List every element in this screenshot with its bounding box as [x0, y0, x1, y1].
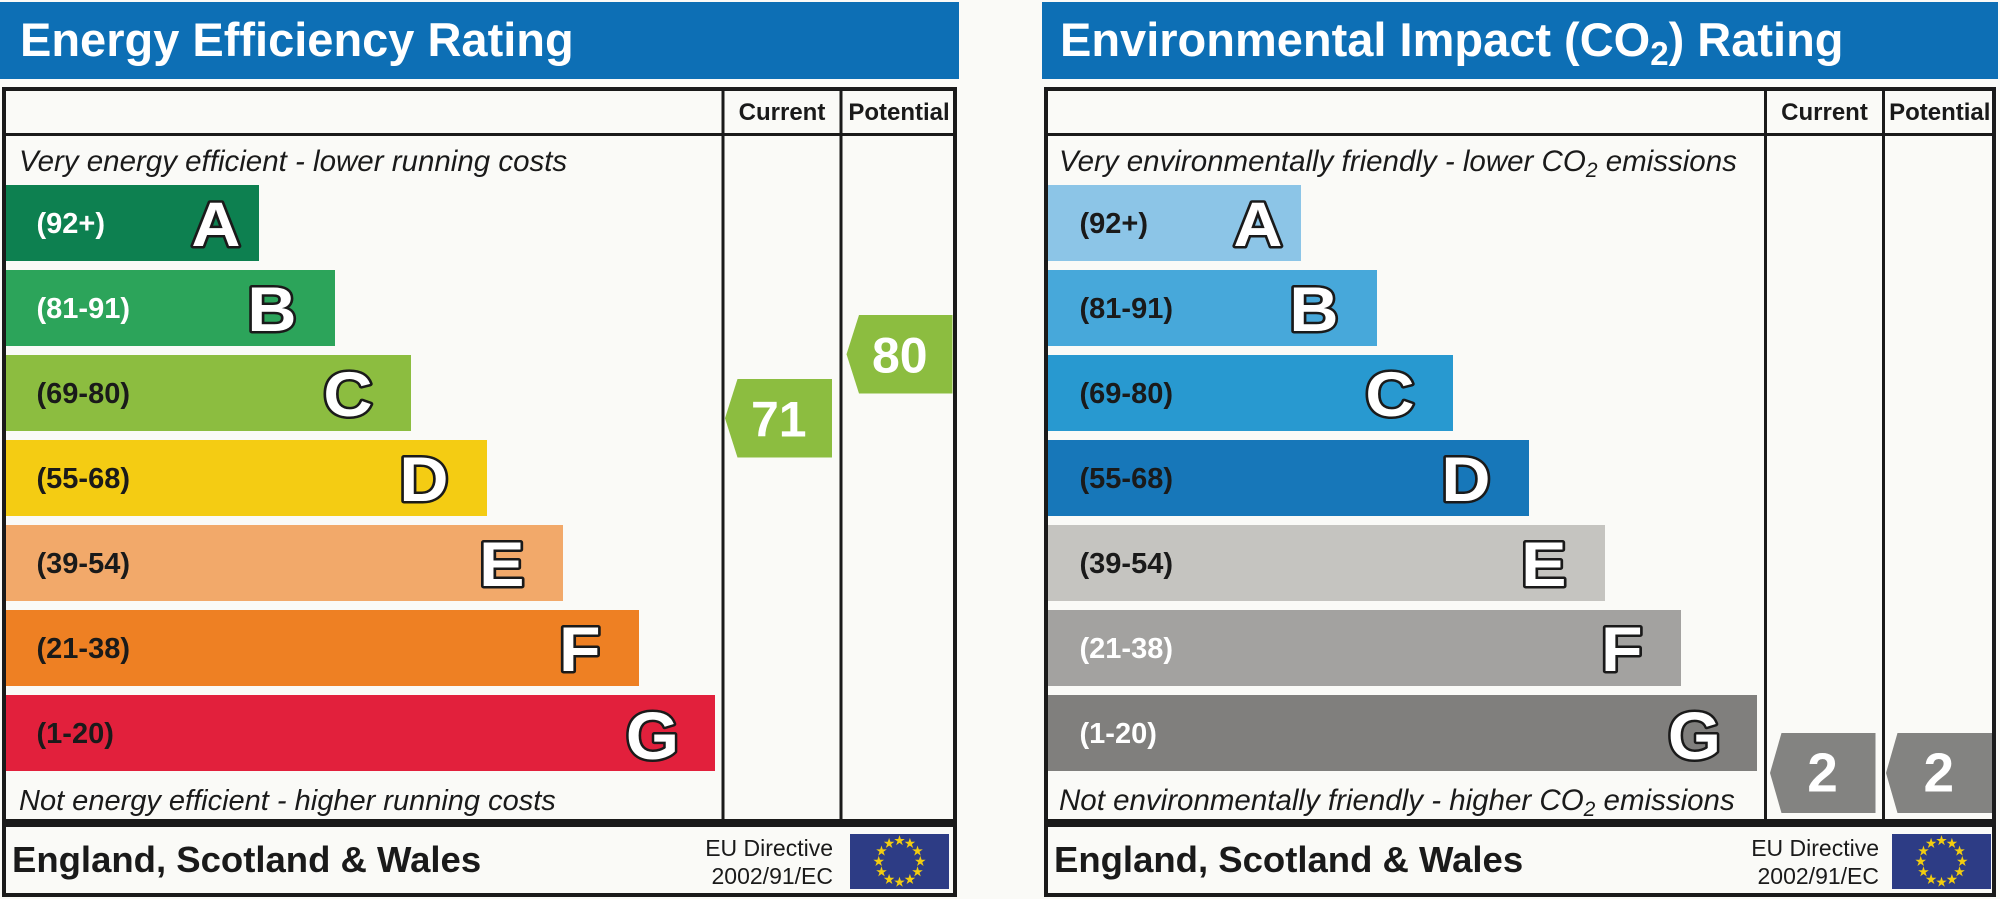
svg-text:(39-54): (39-54) — [1080, 548, 1174, 580]
svg-text:(21-38): (21-38) — [37, 633, 131, 665]
svg-text:(69-80): (69-80) — [37, 378, 131, 410]
svg-text:A: A — [1233, 189, 1282, 259]
svg-text:EU Directive: EU Directive — [1751, 835, 1879, 861]
svg-text:(81-91): (81-91) — [37, 293, 131, 325]
svg-text:EU Directive: EU Directive — [705, 835, 833, 861]
svg-text:D: D — [1441, 444, 1490, 514]
svg-text:(92+): (92+) — [1080, 208, 1149, 240]
svg-text:Potential: Potential — [848, 99, 949, 126]
svg-text:England, Scotland & Wales: England, Scotland & Wales — [12, 839, 481, 880]
svg-text:(69-80): (69-80) — [1080, 378, 1174, 410]
svg-text:England, Scotland & Wales: England, Scotland & Wales — [1054, 839, 1523, 880]
svg-text:F: F — [1601, 614, 1643, 684]
svg-text:C: C — [323, 359, 372, 429]
svg-text:2002/91/EC: 2002/91/EC — [1758, 863, 1879, 889]
svg-text:A: A — [191, 189, 240, 259]
svg-text:(81-91): (81-91) — [1080, 293, 1174, 325]
svg-text:B: B — [1289, 274, 1338, 344]
svg-text:Not energy efficient - higher: Not energy efficient - higher running co… — [19, 785, 556, 817]
svg-text:(1-20): (1-20) — [37, 718, 114, 750]
svg-text:G: G — [1668, 700, 1721, 774]
svg-text:Not environmentally friendly -: Not environmentally friendly - higher CO… — [1059, 784, 1735, 821]
svg-text:71: 71 — [751, 391, 807, 447]
svg-text:C: C — [1365, 359, 1414, 429]
svg-text:Potential: Potential — [1889, 99, 1990, 126]
svg-text:(55-68): (55-68) — [37, 463, 131, 495]
svg-text:E: E — [1521, 529, 1566, 599]
svg-text:80: 80 — [872, 327, 928, 383]
svg-text:Current: Current — [739, 99, 826, 126]
svg-text:Current: Current — [1781, 99, 1868, 126]
svg-text:(21-38): (21-38) — [1080, 633, 1174, 665]
svg-text:2: 2 — [1807, 742, 1838, 804]
svg-text:Environmental Impact (CO2) Rat: Environmental Impact (CO2) Rating — [1060, 13, 1844, 72]
svg-text:(1-20): (1-20) — [1080, 718, 1157, 750]
svg-text:2: 2 — [1923, 742, 1954, 804]
svg-text:2002/91/EC: 2002/91/EC — [712, 863, 833, 889]
svg-text:(92+): (92+) — [37, 208, 106, 240]
svg-text:G: G — [626, 700, 679, 774]
svg-text:B: B — [247, 274, 296, 344]
svg-text:E: E — [479, 529, 524, 599]
svg-text:D: D — [399, 444, 448, 514]
svg-text:Very environmentally friendly: Very environmentally friendly - lower CO… — [1059, 145, 1737, 182]
svg-text:Very energy efficient - lower: Very energy efficient - lower running co… — [19, 145, 567, 178]
svg-text:Energy Efficiency Rating: Energy Efficiency Rating — [20, 13, 574, 66]
svg-text:(39-54): (39-54) — [37, 548, 131, 580]
svg-text:(55-68): (55-68) — [1080, 463, 1174, 495]
svg-text:F: F — [559, 614, 601, 684]
